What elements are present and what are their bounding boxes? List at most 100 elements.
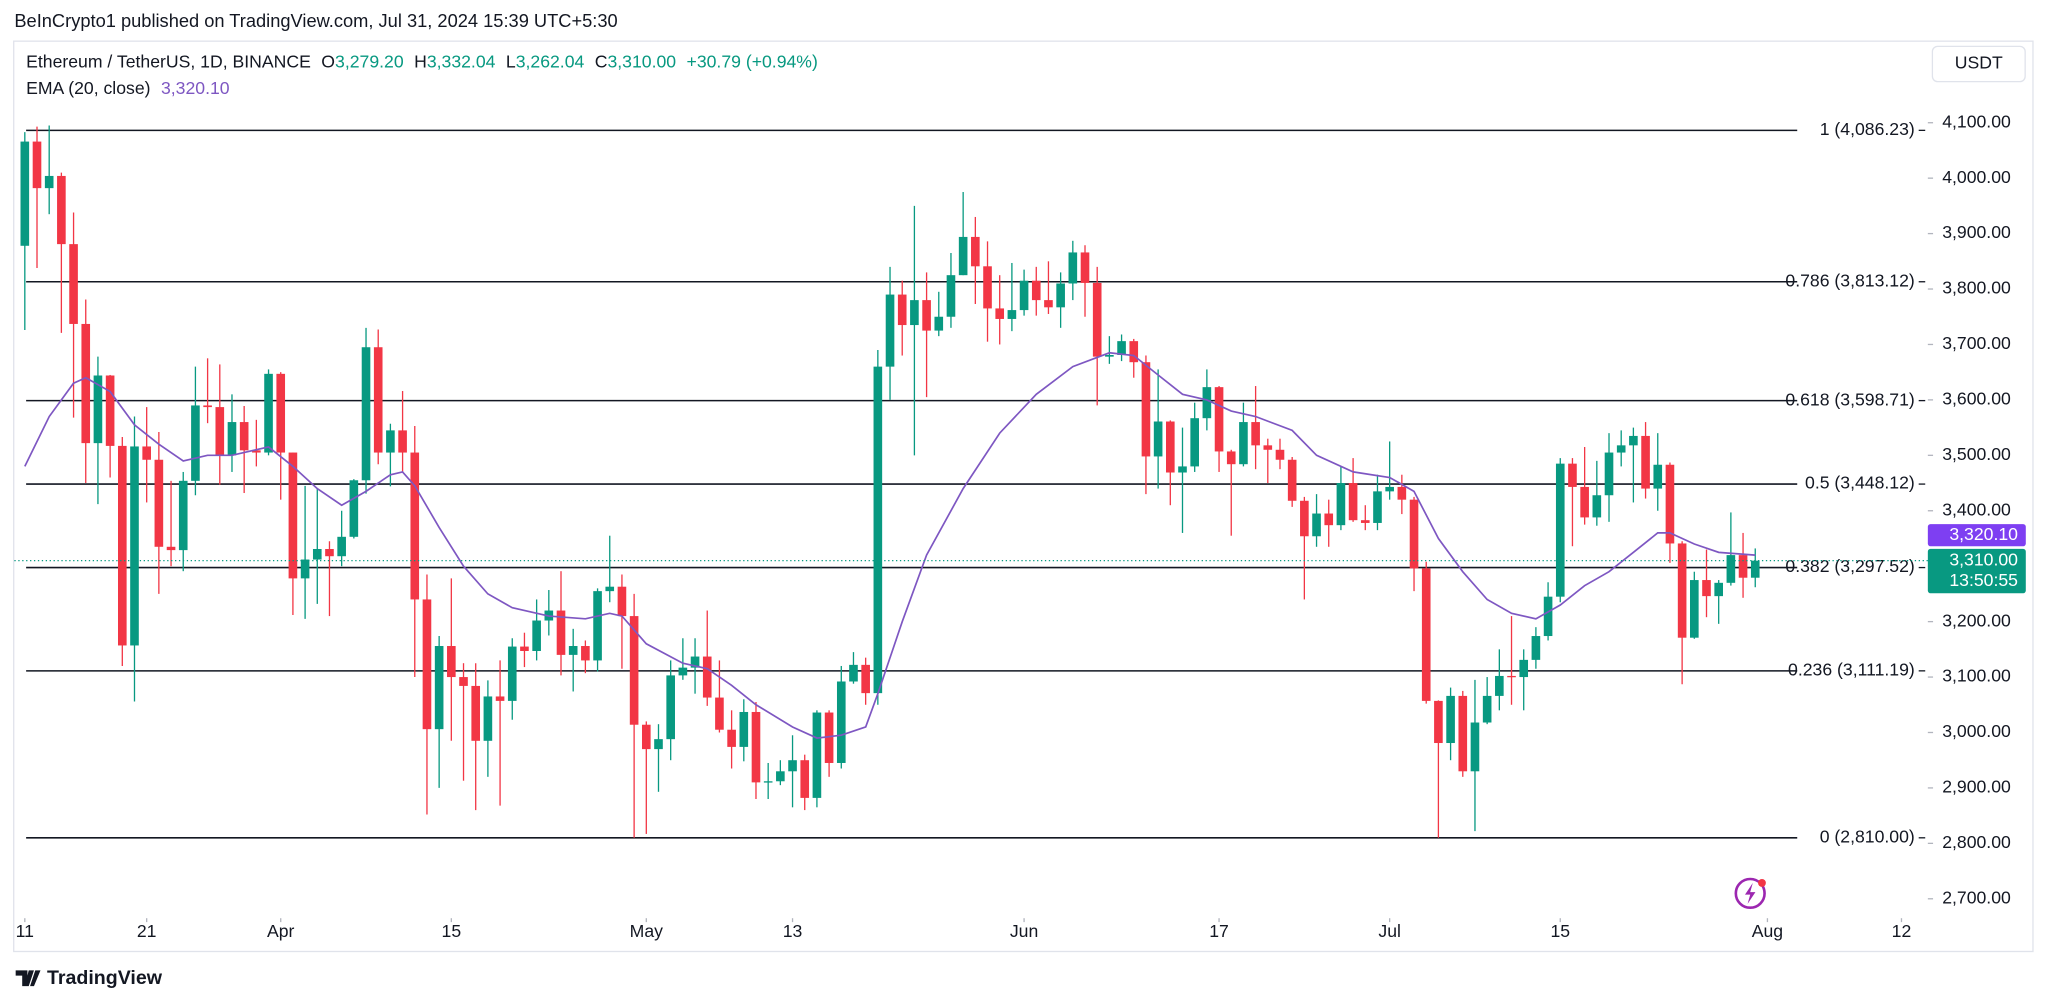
candle-body (203, 405, 212, 408)
candle-body (1044, 300, 1053, 308)
candle-body (1580, 486, 1589, 518)
candle-body (581, 646, 590, 661)
candle-body (1738, 555, 1748, 578)
candle-body (44, 175, 54, 189)
candle-body (1665, 464, 1675, 544)
candle-body (1068, 252, 1078, 284)
alert-bolt[interactable] (1744, 882, 1756, 904)
candle-body (239, 422, 249, 451)
candle-body (1312, 513, 1321, 537)
candle-body (410, 452, 420, 600)
candle-body (1750, 560, 1760, 578)
chart-frame (13, 40, 2034, 953)
candle-body (532, 620, 541, 652)
legend-change: +30.79 (+0.94%) (687, 51, 818, 71)
candle-body (130, 446, 139, 646)
y-tick-label: 3,100.00 (1942, 666, 2011, 686)
candle-body (1141, 362, 1151, 457)
last-price-tag (1927, 548, 2026, 594)
fib-label: 0.618 (3,598.71) (1785, 389, 1914, 409)
candle-body (57, 175, 66, 245)
legend-value: 3,332.04 (427, 51, 496, 71)
candle-body (1616, 445, 1626, 453)
candle-body (1726, 555, 1736, 583)
candle-body (1531, 636, 1541, 660)
candle-body (1470, 722, 1480, 772)
candle-body (1702, 580, 1711, 597)
candle-body (373, 347, 383, 453)
y-tick-label: 3,600.00 (1942, 389, 2011, 409)
candle-body (1555, 463, 1565, 597)
candle-body (20, 141, 30, 246)
ema-line (24, 351, 1756, 739)
candle-body (349, 480, 359, 537)
currency-button[interactable] (1931, 45, 2026, 83)
candle-body (1153, 421, 1163, 457)
candle-body (873, 366, 883, 694)
candle-body (751, 711, 761, 783)
candle-body (1434, 700, 1443, 744)
candle-body (520, 646, 529, 652)
candle-body (288, 452, 298, 579)
candle-body (32, 141, 42, 189)
candle-body (849, 664, 858, 682)
candle-body (227, 422, 237, 456)
candle-body (776, 771, 785, 782)
candle-body (1105, 354, 1114, 357)
alert-icon[interactable] (1734, 877, 1766, 910)
symbol: Ethereum / TetherUS, 1D, BINANCE (26, 51, 311, 71)
alert-dot[interactable] (1758, 879, 1766, 887)
candle-body (154, 459, 164, 547)
legend-key: O (321, 51, 335, 71)
candle-body (1714, 582, 1723, 597)
candle-body (471, 685, 481, 741)
fib-label: 0.236 (3,111.19) (1788, 660, 1915, 680)
candle-body (1202, 387, 1212, 419)
candle-body (166, 546, 176, 551)
alert-circle[interactable] (1734, 877, 1766, 910)
candle-body (215, 407, 225, 456)
ema-value: 3,320.10 (161, 77, 230, 97)
legend-key: H (414, 51, 427, 71)
candle-body (1019, 280, 1029, 311)
x-tick-label: Jul (1378, 921, 1401, 941)
y-tick-label: 4,000.00 (1942, 167, 2011, 187)
ema-tag-label: 3,320.10 (1949, 524, 2018, 544)
candle-body (1629, 435, 1638, 446)
candle-body (1031, 280, 1041, 301)
y-tick-label: 2,800.00 (1942, 832, 2011, 852)
candle-body (1592, 495, 1602, 518)
candle-body (1677, 543, 1687, 638)
fib-label: 0 (2,810.00) (1820, 826, 1915, 846)
currency[interactable]: USDT (1955, 53, 2003, 73)
candle-body (507, 646, 517, 701)
candle-body (117, 445, 127, 646)
y-tick-label: 3,000.00 (1942, 721, 2011, 741)
candle-body (605, 586, 615, 592)
candle-body (434, 646, 444, 730)
candle-body (93, 375, 103, 444)
x-tick-label: Aug (1752, 921, 1783, 941)
candle-body (1214, 387, 1224, 452)
y-tick-label: 4,100.00 (1942, 111, 2011, 131)
y-tick-label: 3,400.00 (1942, 499, 2011, 519)
candle-body (1324, 513, 1334, 526)
logo-text: TradingView (47, 967, 163, 989)
x-tick-label: 12 (1892, 921, 1912, 941)
candle-body (946, 275, 956, 317)
candle-body (1275, 449, 1285, 460)
ema-name: EMA (20, close) (26, 77, 150, 97)
fib-label: 0.5 (3,448.12) (1805, 473, 1915, 493)
candle-body (337, 536, 346, 557)
candle-body (1117, 341, 1126, 355)
candle-body (824, 712, 834, 763)
x-tick-label: 13 (783, 921, 803, 941)
legend-key: L (506, 51, 516, 71)
y-tick-label: 3,500.00 (1942, 444, 2011, 464)
candle-body (983, 266, 992, 309)
ema-legend: EMA (20, close) 3,320.10 (26, 77, 230, 97)
candle-body (812, 712, 822, 798)
candle-body (1348, 483, 1358, 521)
candle-body (264, 373, 273, 453)
candle-body (69, 244, 78, 324)
